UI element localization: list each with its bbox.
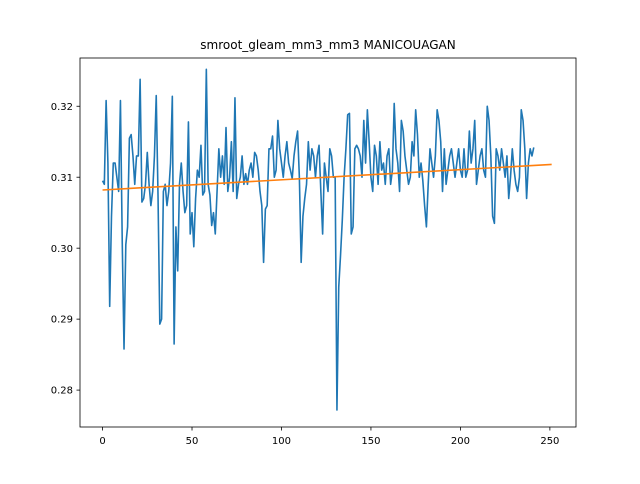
x-tick-label: 250	[540, 436, 559, 447]
y-axis: 0.28 0.29 0.30 0.31 0.32	[51, 102, 80, 397]
series-layer	[101, 68, 552, 411]
y-tick-label: 0.29	[51, 315, 73, 326]
x-tick-label: 150	[361, 436, 380, 447]
series-line-blue	[101, 68, 535, 411]
y-tick-label: 0.30	[51, 244, 73, 255]
y-tick-label: 0.32	[51, 102, 73, 113]
x-tick-label: 0	[99, 436, 105, 447]
series-line-orange	[102, 163, 552, 191]
x-tick-label: 100	[272, 436, 291, 447]
x-tick-label: 200	[451, 436, 470, 447]
x-axis: 0 50 100 150 200 250	[99, 427, 559, 447]
x-tick-label: 50	[186, 436, 199, 447]
y-tick-label: 0.31	[51, 173, 73, 184]
chart-title: smroot_gleam_mm3_mm3 MANICOUAGAN	[200, 38, 455, 52]
plot-frame	[79, 57, 577, 428]
y-tick-label: 0.28	[51, 386, 73, 397]
